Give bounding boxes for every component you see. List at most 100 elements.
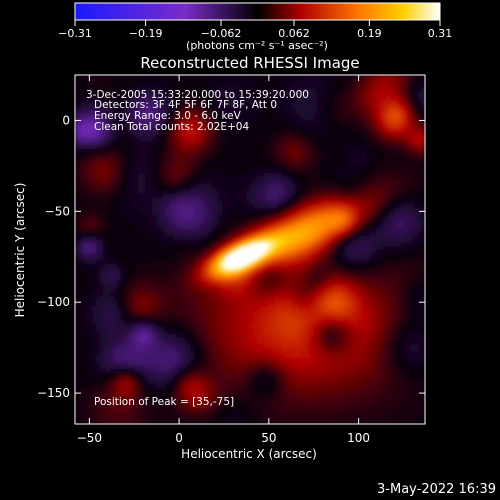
heatmap-cell — [117, 257, 121, 261]
heatmap-cell — [127, 421, 132, 424]
heatmap-cell — [225, 159, 230, 163]
heatmap-cell — [134, 89, 139, 93]
heatmap-cell — [243, 411, 247, 415]
heatmap-cell — [138, 400, 142, 405]
heatmap-cell — [166, 341, 170, 345]
heatmap-cell — [85, 117, 90, 121]
heatmap-cell — [78, 246, 83, 251]
heatmap-cell — [232, 89, 237, 93]
heatmap-cell — [99, 404, 104, 408]
heatmap-cell — [243, 257, 247, 261]
heatmap-cell — [75, 351, 79, 356]
heatmap-cell — [176, 400, 181, 405]
heatmap-cell — [246, 232, 251, 237]
heatmap-cell — [204, 341, 209, 345]
heatmap-cell — [236, 138, 240, 142]
heatmap-cell — [229, 397, 233, 401]
heatmap-cell — [159, 166, 163, 170]
heatmap-cell — [138, 92, 142, 97]
heatmap-cell — [232, 124, 237, 128]
heatmap-cell — [176, 155, 181, 160]
heatmap-cell — [239, 113, 244, 118]
heatmap-cell — [162, 299, 167, 303]
heatmap-cell — [117, 351, 121, 356]
heatmap-cell — [134, 141, 139, 146]
heatmap-cell — [89, 173, 93, 177]
heatmap-cell — [194, 295, 198, 300]
heatmap-cell — [138, 239, 142, 244]
heatmap-cell — [218, 145, 223, 149]
heatmap-cell — [243, 302, 247, 307]
heatmap-cell — [110, 390, 114, 394]
heatmap-cell — [159, 78, 163, 83]
heatmap-cell — [145, 386, 149, 391]
heatmap-cell — [211, 138, 216, 142]
heatmap-cell — [117, 372, 121, 377]
heatmap-cell — [187, 369, 191, 373]
heatmap-cell — [215, 194, 219, 198]
heatmap-cell — [78, 257, 83, 261]
heatmap-cell — [215, 358, 219, 363]
heatmap-cell — [75, 194, 79, 198]
heatmap-cell — [141, 78, 146, 83]
heatmap-cell — [187, 211, 191, 216]
heatmap-cell — [148, 362, 153, 366]
heatmap-cell — [239, 197, 244, 202]
heatmap-cell — [82, 173, 86, 177]
heatmap-cell — [246, 82, 251, 86]
heatmap-cell — [96, 274, 100, 279]
heatmap-cell — [169, 162, 174, 167]
heatmap-cell — [229, 127, 233, 132]
heatmap-cell — [120, 243, 125, 247]
heatmap-cell — [85, 229, 90, 233]
heatmap-cell — [99, 225, 104, 230]
heatmap-cell — [106, 253, 111, 258]
heatmap-cell — [148, 183, 153, 188]
heatmap-cell — [134, 166, 139, 170]
heatmap-cell — [187, 376, 191, 380]
heatmap-cell — [215, 411, 219, 415]
heatmap-cell — [141, 106, 146, 111]
heatmap-cell — [236, 239, 240, 244]
heatmap-cell — [106, 152, 111, 156]
heatmap-cell — [166, 187, 170, 191]
heatmap-cell — [103, 383, 107, 387]
heatmap-cell — [152, 260, 156, 265]
heatmap-cell — [225, 379, 230, 384]
heatmap-cell — [117, 173, 121, 177]
heatmap-cell — [96, 176, 100, 181]
heatmap-cell — [134, 110, 139, 114]
heatmap-cell — [92, 152, 97, 156]
heatmap-cell — [113, 194, 118, 198]
heatmap-cell — [110, 323, 114, 328]
heatmap-cell — [141, 285, 146, 289]
heatmap-cell — [89, 117, 93, 121]
heatmap-cell — [222, 421, 226, 424]
heatmap-cell — [85, 390, 90, 394]
heatmap-cell — [127, 320, 132, 324]
heatmap-cell — [106, 201, 111, 205]
heatmap-cell — [236, 341, 240, 345]
heatmap-cell — [246, 183, 251, 188]
heatmap-cell — [92, 180, 97, 184]
heatmap-cell — [201, 348, 205, 352]
heatmap-cell — [141, 110, 146, 114]
heatmap-cell — [145, 134, 149, 139]
heatmap-cell — [82, 418, 86, 422]
heatmap-cell — [176, 75, 181, 79]
heatmap-cell — [78, 264, 83, 268]
heatmap-cell — [75, 187, 79, 191]
heatmap-cell — [145, 355, 149, 359]
heatmap-cell — [148, 327, 153, 331]
heatmap-cell — [194, 82, 198, 86]
heatmap-cell — [110, 264, 114, 268]
heatmap-cell — [232, 253, 237, 258]
heatmap-cell — [113, 180, 118, 184]
heatmap-cell — [106, 85, 111, 90]
heatmap-cell — [99, 82, 104, 86]
heatmap-cell — [82, 334, 86, 338]
heatmap-cell — [176, 383, 181, 387]
heatmap-cell — [232, 159, 237, 163]
heatmap-cell — [117, 169, 121, 174]
heatmap-cell — [173, 316, 177, 321]
